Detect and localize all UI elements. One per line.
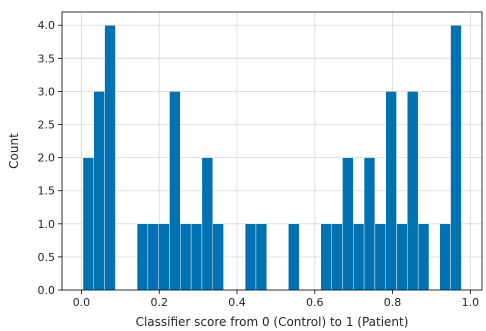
y-axis-label: Count <box>7 133 21 169</box>
histogram-bar <box>93 91 105 291</box>
histogram-bar <box>147 223 159 291</box>
histogram-bar <box>169 91 181 291</box>
histogram-bar <box>385 91 397 291</box>
x-tick-label: 0.8 <box>384 296 402 309</box>
x-tick-label: 0.0 <box>73 296 91 309</box>
histogram-bar <box>158 223 170 291</box>
histogram-bar <box>353 223 365 291</box>
histogram-bar <box>255 223 267 291</box>
x-tick-label: 1.0 <box>462 296 480 309</box>
histogram-bar <box>212 223 224 291</box>
x-tick-label: 0.2 <box>150 296 168 309</box>
x-tick-label: 0.4 <box>228 296 246 309</box>
histogram-bars <box>82 25 462 291</box>
histogram-bar <box>180 223 192 291</box>
y-tick-label: 2.0 <box>38 152 56 165</box>
histogram-bar <box>104 25 116 291</box>
histogram-bar <box>439 223 451 291</box>
y-tick-label: 2.5 <box>38 119 56 132</box>
histogram-bar <box>331 223 343 291</box>
x-axis-label: Classifier score from 0 (Control) to 1 (… <box>136 315 409 329</box>
plot-frame <box>61 11 483 291</box>
histogram-bar <box>374 223 386 291</box>
histogram-bar <box>244 223 257 291</box>
histogram-bar <box>288 223 300 291</box>
y-tick-label: 1.5 <box>38 185 56 198</box>
x-tick-label: 0.6 <box>306 296 324 309</box>
histogram-bar <box>201 157 213 291</box>
histogram-bar <box>417 223 430 291</box>
y-tick-label: 1.0 <box>38 218 56 231</box>
histogram-bar <box>82 157 95 291</box>
y-tick-label: 0.0 <box>38 284 56 297</box>
histogram-bar <box>396 223 408 291</box>
histogram-bar <box>190 223 203 291</box>
histogram-bar <box>342 157 354 291</box>
y-tick-label: 4.0 <box>38 19 56 32</box>
y-tick-label: 3.0 <box>38 85 56 98</box>
histogram-bar <box>363 157 376 291</box>
y-tick-label: 0.5 <box>38 251 56 264</box>
axis-ticks: 0.0 0.2 0.4 0.6 0.8 1.0 0.0 0.5 1.0 1.5 2.0 2.5 3.0 3… <box>38 19 480 309</box>
histogram-bar <box>136 223 149 291</box>
y-tick-label: 3.5 <box>38 52 56 65</box>
histogram-bar <box>450 25 462 291</box>
histogram-bar <box>320 223 332 291</box>
histogram-bar <box>407 91 419 291</box>
